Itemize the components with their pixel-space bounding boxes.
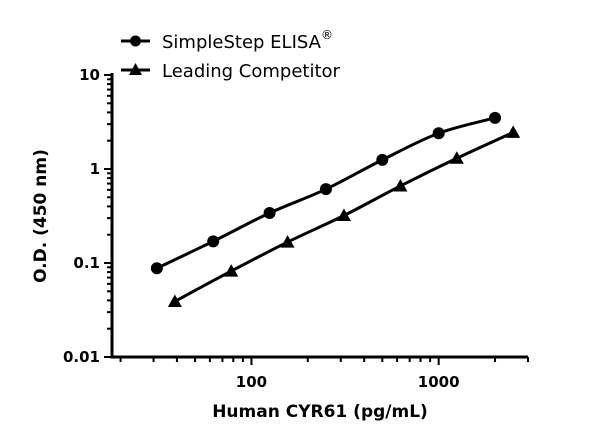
data-point-triangle [393,178,408,192]
data-point-triangle [449,151,464,164]
data-point-circle [319,183,332,196]
data-point-triangle [336,208,351,222]
data-point-circle [489,111,502,124]
data-point-circle [207,235,220,248]
y-tick-label: 10 [79,66,100,84]
x-tick-label: 100 [236,373,267,391]
y-axis-label: O.D. (450 nm) [31,149,51,283]
legend-marker-triangle [129,63,142,75]
y-tick-label: 1 [90,160,100,178]
data-point-triangle [167,294,182,307]
legend: SimpleStep ELISA® Leading Competitor [121,28,341,82]
x-axis-label: Human CYR61 (pg/mL) [212,402,428,422]
legend-label-competitor: Leading Competitor [162,61,341,82]
legend-marker-circle [130,35,141,47]
y-tick-label: 0.1 [73,254,100,272]
y-tick-label: 0.01 [63,348,100,366]
data-point-triangle [224,264,239,277]
data-point-triangle [506,125,521,138]
data-point-circle [263,207,276,220]
data-point-circle [376,153,389,166]
data-point-triangle [280,235,295,248]
data-point-circle [150,262,163,275]
x-tick-label: 1000 [418,373,460,391]
data-point-circle [432,127,445,140]
legend-label-simplestep: SimpleStep ELISA® [162,28,333,53]
